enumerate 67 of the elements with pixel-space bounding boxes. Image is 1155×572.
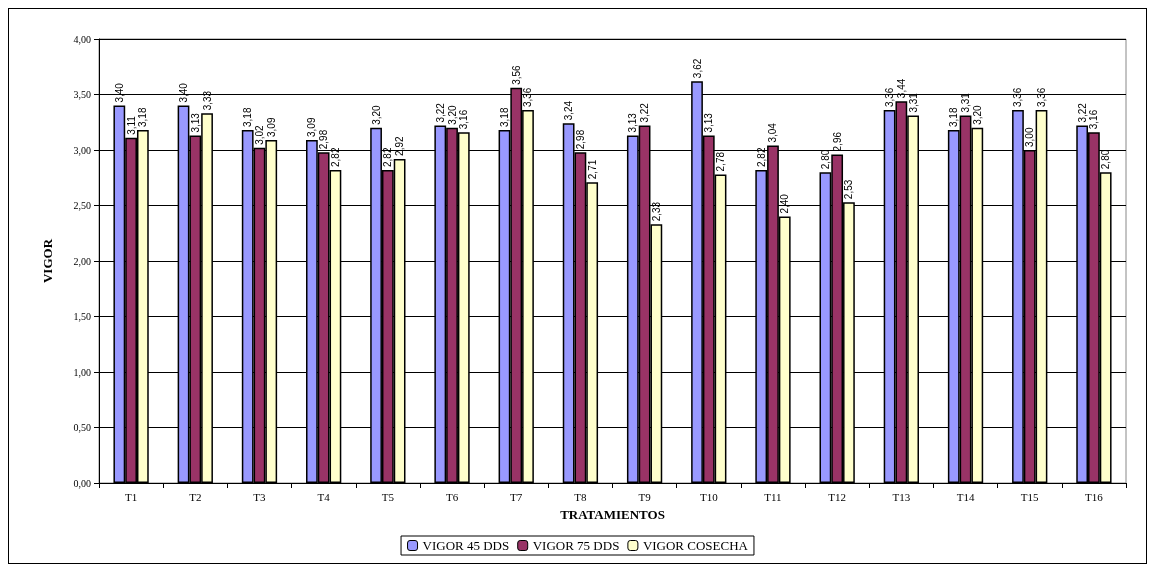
x-tick-label: T10 (699, 490, 719, 503)
data-label: 3,40 (113, 82, 125, 103)
x-tick-label: T15 (1020, 490, 1040, 503)
y-tick-label: 1,00 (73, 366, 91, 378)
data-label: 3,20 (446, 104, 458, 125)
data-label: 3,56 (510, 64, 522, 85)
x-tick-label: T14 (956, 490, 975, 503)
data-label: 3,13 (189, 112, 201, 133)
x-tick-label: T4 (317, 490, 331, 503)
data-label: 3,09 (306, 117, 318, 138)
x-tick-label: T16 (1085, 490, 1104, 503)
data-label: 3,13 (627, 112, 639, 133)
x-tick-label: T5 (381, 490, 395, 503)
x-axis-title: TRATAMIENTOS (560, 507, 665, 522)
y-tick-label: 3,00 (73, 144, 91, 156)
data-label: 3,02 (253, 124, 265, 145)
x-tick-label: T13 (892, 490, 911, 503)
data-label: 3,31 (907, 92, 919, 113)
data-label: 3,62 (691, 58, 703, 79)
data-label: 2,71 (586, 159, 598, 180)
y-tick-label: 0,50 (73, 422, 91, 433)
x-tick-label: T2 (189, 490, 202, 503)
data-label: 3,09 (265, 117, 277, 138)
data-label: 3,13 (703, 112, 715, 133)
data-label: 3,16 (458, 109, 470, 130)
data-label: 3,33 (201, 90, 213, 111)
data-label: 3,20 (370, 104, 382, 125)
data-label: 2,78 (715, 151, 727, 172)
data-label: 3,22 (639, 102, 651, 123)
data-label: 2,33 (650, 201, 662, 222)
x-tick-label: T7 (510, 490, 523, 503)
data-label: 2,92 (394, 135, 406, 156)
data-label: 3,04 (767, 122, 779, 143)
y-tick-label: 2,00 (73, 255, 91, 267)
legend-label: VIGOR 75 DDS (532, 538, 620, 553)
data-label: 3,00 (1024, 127, 1036, 147)
x-tick-label: T6 (445, 490, 459, 503)
data-label: 3,16 (1088, 109, 1100, 130)
data-label: 3,22 (1076, 102, 1088, 123)
data-label: 3,18 (948, 107, 960, 128)
data-label: 3,40 (178, 82, 190, 103)
legend-label: VIGOR 45 DDS (422, 538, 510, 553)
x-tick-label: T1 (124, 490, 138, 503)
y-tick-label: 0,00 (73, 477, 91, 489)
y-axis-title: VIGOR (40, 238, 55, 284)
data-label: 3,31 (960, 92, 972, 113)
data-label: 3,18 (242, 107, 254, 128)
data-label: 3,18 (137, 107, 149, 128)
data-label: 3,11 (125, 115, 137, 135)
x-tick-label: T11 (764, 490, 782, 503)
data-label: 3,24 (563, 100, 575, 121)
data-label: 3,18 (498, 107, 510, 128)
x-tick-label: T12 (828, 490, 847, 503)
data-label: 3,20 (971, 104, 983, 125)
data-label: 2,98 (318, 129, 330, 150)
data-label: 2,98 (574, 129, 586, 150)
legend-label: VIGOR COSECHA (642, 538, 749, 553)
x-tick-label: T9 (638, 490, 652, 503)
y-tick-label: 1,50 (73, 311, 91, 322)
data-label: 3,22 (434, 102, 446, 123)
y-tick-label: 3,50 (73, 89, 91, 100)
y-tick-label: 2,50 (73, 200, 91, 211)
x-tick-label: T8 (574, 490, 588, 503)
x-tick-label: T3 (253, 490, 267, 503)
y-tick-label: 4,00 (73, 33, 91, 45)
data-label: 2,40 (779, 193, 791, 214)
data-label: 2,53 (843, 179, 855, 200)
